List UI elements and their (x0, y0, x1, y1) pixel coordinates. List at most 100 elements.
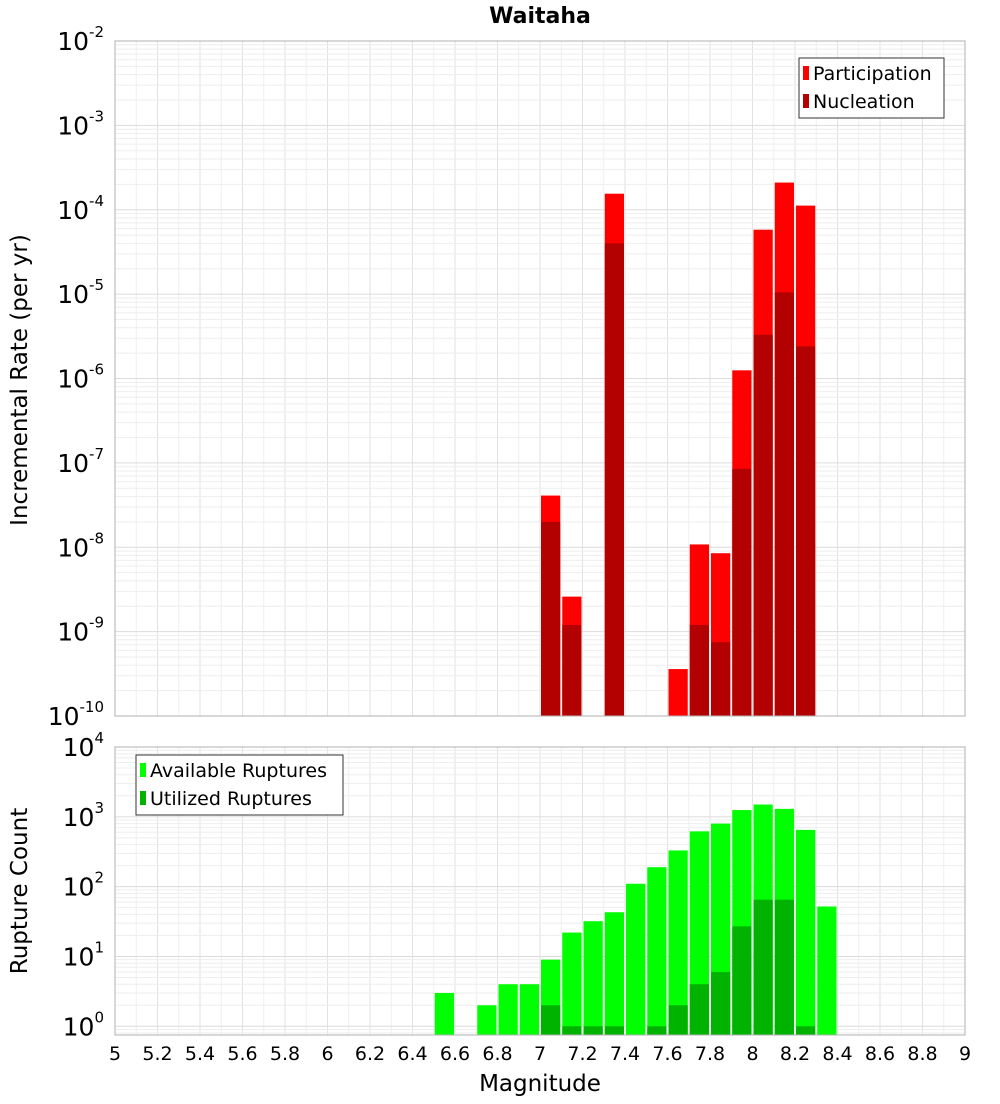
y-tick-base: 10 (63, 942, 95, 971)
y-tick-exponent: -5 (89, 276, 104, 294)
y-tick-base: 10 (57, 533, 89, 562)
y-tick-label: 104 (63, 729, 104, 762)
x-tick-label: 8.4 (822, 1043, 852, 1065)
y-tick-label: 10-10 (48, 698, 104, 731)
x-tick-label: 6.6 (440, 1043, 470, 1065)
bar-available-ruptures (668, 850, 688, 1035)
y-tick-exponent: -9 (89, 614, 104, 632)
bar-available-ruptures (817, 906, 837, 1035)
y-tick-label: 10-4 (57, 192, 104, 225)
x-tick-label: 6 (321, 1043, 333, 1065)
legend-box (135, 754, 344, 816)
x-tick-label: 7.2 (567, 1043, 597, 1065)
y-tick-base: 10 (57, 196, 89, 225)
bar-available-ruptures (583, 921, 603, 1035)
y-tick-exponent: 1 (94, 938, 104, 956)
bar-available-ruptures (477, 1005, 497, 1035)
bar-nucleation (796, 346, 816, 716)
y-tick-base: 10 (63, 873, 95, 902)
y-tick-base: 10 (57, 449, 89, 478)
y-tick-label: 103 (63, 799, 104, 832)
x-tick-label: 5.6 (227, 1043, 257, 1065)
y-tick-exponent: -2 (89, 23, 104, 41)
y-tick-exponent: 4 (94, 729, 104, 747)
x-tick-label: 8 (746, 1043, 758, 1065)
x-tick-label: 7.6 (652, 1043, 682, 1065)
chart-title: Waitaha (489, 4, 591, 29)
x-tick-label: 6.2 (355, 1043, 385, 1065)
bar-nucleation (604, 243, 624, 717)
x-tick-label: 6.8 (482, 1043, 512, 1065)
bar-nucleation (774, 292, 794, 716)
y-axis-title: Incremental Rate (per yr) (7, 234, 33, 526)
y-tick-base: 10 (57, 111, 89, 140)
legend-label: Nucleation (813, 91, 915, 113)
y-tick-base: 10 (63, 1012, 95, 1041)
x-tick-label: 8.6 (865, 1043, 895, 1065)
plot-border-1 (114, 40, 966, 717)
y-tick-exponent: 2 (94, 869, 104, 887)
y-tick-exponent: -8 (89, 529, 104, 547)
bar-available-ruptures (562, 932, 582, 1035)
x-tick-label: 7.4 (610, 1043, 640, 1065)
y-tick-label: 10-8 (57, 529, 104, 562)
bar-utilized-ruptures (753, 899, 773, 1035)
legend-label: Utilized Ruptures (150, 788, 312, 810)
y-tick-label: 10-3 (57, 107, 104, 140)
bar-nucleation (711, 642, 731, 716)
bar-utilized-ruptures (711, 971, 731, 1035)
x-axis-title: Magnitude (479, 1071, 601, 1097)
y-tick-exponent: -4 (89, 192, 104, 210)
bar-utilized-ruptures (647, 1026, 667, 1035)
y-tick-exponent: -7 (89, 445, 104, 463)
x-tick-label: 8.2 (780, 1043, 810, 1065)
x-tick-label: 7 (534, 1043, 546, 1065)
legend-1: Participation Nucleation (798, 57, 945, 119)
legend-label: Available Ruptures (150, 760, 327, 782)
y-tick-label: 10-5 (57, 276, 104, 309)
x-tick-label: 5.8 (270, 1043, 300, 1065)
bar-utilized-ruptures (541, 1005, 561, 1035)
x-tick-label: 8.8 (907, 1043, 937, 1065)
bar-available-ruptures (519, 984, 539, 1035)
y-tick-base: 10 (57, 365, 89, 394)
x-tick-label: 9 (959, 1043, 971, 1065)
y-tick-label: 10-6 (57, 361, 104, 394)
y-tick-exponent: -10 (80, 698, 105, 716)
y-tick-exponent: 3 (94, 799, 104, 817)
y-tick-base: 10 (57, 280, 89, 309)
y-tick-exponent: -3 (89, 107, 104, 125)
legend-box (798, 57, 945, 119)
x-tick-label: 7.8 (695, 1043, 725, 1065)
x-tick-label: 5 (109, 1043, 121, 1065)
bar-available-ruptures (604, 912, 624, 1035)
bar-utilized-ruptures (583, 1026, 603, 1035)
y-axis-title: Rupture Count (7, 808, 33, 974)
legend-2: Available Ruptures Utilized Ruptures (135, 754, 344, 816)
legend-swatch (803, 66, 809, 80)
legend-swatch (803, 94, 809, 108)
y-tick-exponent: 0 (94, 1008, 104, 1026)
bar-utilized-ruptures (796, 1026, 816, 1035)
y-tick-label: 100 (63, 1008, 104, 1041)
bar-utilized-ruptures (774, 899, 794, 1035)
y-tick-label: 102 (63, 869, 104, 902)
bar-utilized-ruptures (604, 1026, 624, 1035)
bar-available-ruptures (689, 831, 709, 1035)
y-tick-base: 10 (63, 803, 95, 832)
bar-available-ruptures (498, 984, 518, 1035)
x-tick-label: 5.4 (185, 1043, 215, 1065)
bar-utilized-ruptures (689, 984, 709, 1035)
bar-utilized-ruptures (668, 1005, 688, 1035)
series-2-2 (541, 899, 816, 1035)
gridlines-1 (114, 40, 966, 717)
x-tick-label: 6.4 (397, 1043, 427, 1065)
bar-nucleation (562, 624, 582, 716)
legend-label: Participation (813, 63, 932, 85)
bar-participation (668, 669, 688, 716)
bar-available-ruptures (796, 829, 816, 1035)
series-1-2 (541, 243, 816, 717)
bar-utilized-ruptures (562, 1026, 582, 1035)
